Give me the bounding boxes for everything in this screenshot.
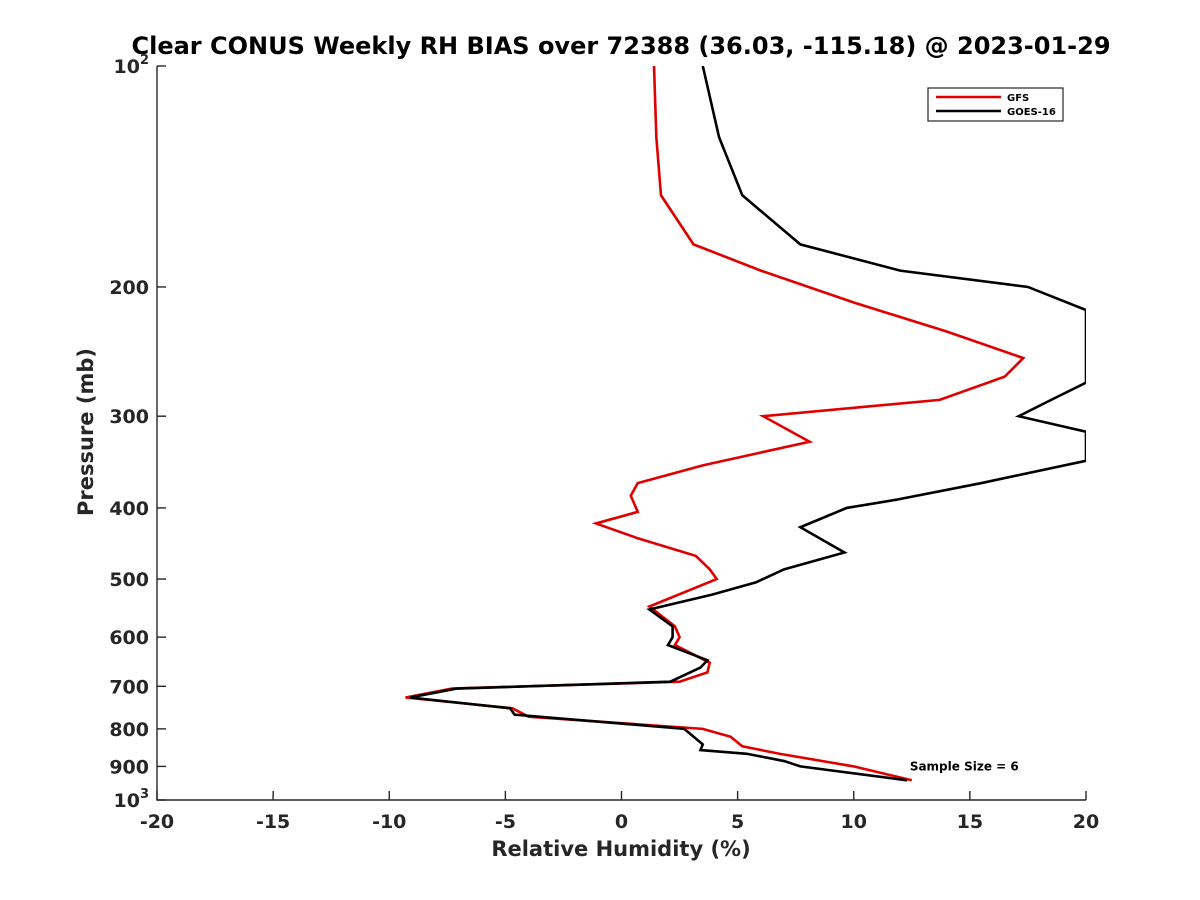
y-tick-label: 102 bbox=[114, 53, 150, 78]
x-tick-label: 20 bbox=[1073, 811, 1099, 833]
x-axis-label: Relative Humidity (%) bbox=[491, 837, 750, 861]
x-tick-label: 10 bbox=[841, 811, 867, 833]
axes: -20 -15 -10 -5 0 5 10 15 20 102 200 300 400 500 600 700… bbox=[109, 53, 1099, 833]
x-tick-label: 15 bbox=[957, 811, 983, 833]
y-tick-label: 200 bbox=[109, 277, 149, 299]
y-tick-label: 900 bbox=[109, 756, 149, 778]
legend-label-goes-16: GOES-16 bbox=[1007, 107, 1056, 118]
x-tick-label: -5 bbox=[495, 811, 516, 833]
series-line-goes-16 bbox=[409, 66, 1086, 782]
y-tick-label: 400 bbox=[109, 498, 149, 520]
y-tick-label: 600 bbox=[109, 627, 149, 649]
x-tick-label: -20 bbox=[140, 811, 174, 833]
x-tick-label: 0 bbox=[615, 811, 628, 833]
y-tick-label: 103 bbox=[114, 787, 150, 812]
x-tick-label: -15 bbox=[256, 811, 290, 833]
y-tick-label: 300 bbox=[109, 406, 149, 428]
y-tick-label: 700 bbox=[109, 676, 149, 698]
legend: GFS GOES-16 bbox=[927, 87, 1064, 122]
sample-size-annotation: Sample Size = 6 bbox=[910, 759, 1019, 773]
x-tick-label: 5 bbox=[731, 811, 744, 833]
x-tick-label: -10 bbox=[372, 811, 406, 833]
y-axis-label: Pressure (mb) bbox=[74, 348, 98, 516]
chart-title: Clear CONUS Weekly RH BIAS over 72388 (3… bbox=[131, 32, 1110, 60]
plot-area bbox=[405, 66, 1086, 782]
y-tick-label: 500 bbox=[109, 569, 149, 591]
legend-box bbox=[927, 87, 1064, 122]
y-tick-label: 800 bbox=[109, 719, 149, 741]
legend-label-gfs: GFS bbox=[1007, 93, 1029, 104]
